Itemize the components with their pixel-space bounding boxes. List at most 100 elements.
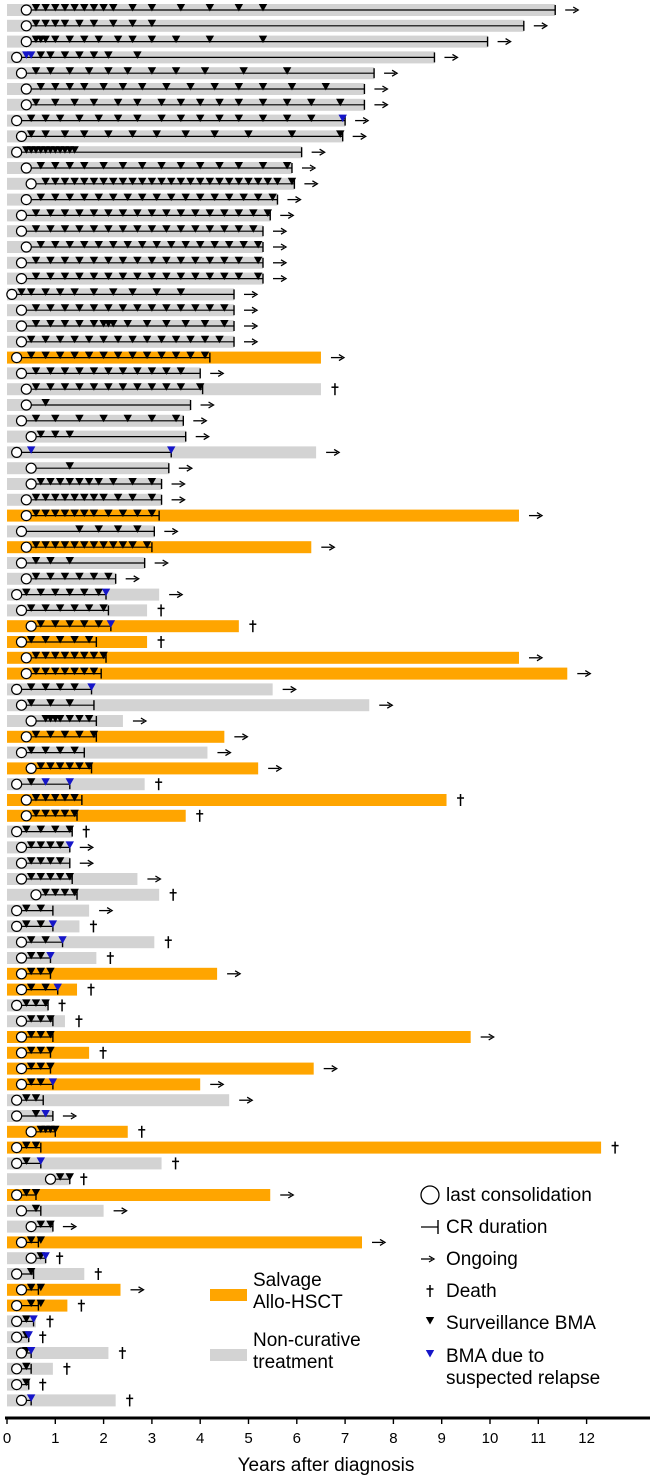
ongoing-arrow bbox=[304, 180, 319, 188]
surveillance-bma-marker bbox=[171, 351, 181, 360]
patient-row bbox=[7, 478, 186, 490]
surveillance-bma-marker bbox=[70, 794, 79, 802]
surveillance-bma-marker bbox=[46, 841, 55, 849]
surveillance-bma-marker bbox=[46, 209, 55, 217]
suspected-relapse-bma-marker bbox=[58, 936, 67, 944]
surveillance-bma-marker bbox=[118, 256, 128, 265]
surveillance-bma-marker bbox=[176, 225, 186, 233]
surveillance-bma-marker bbox=[186, 351, 195, 360]
last-consolidation-marker bbox=[11, 588, 23, 601]
ongoing-arrow bbox=[533, 22, 549, 30]
suspected-relapse-bma-marker bbox=[65, 778, 74, 786]
last-consolidation-marker bbox=[11, 825, 23, 838]
surveillance-bma-marker bbox=[113, 525, 123, 533]
surveillance-bma-marker bbox=[75, 225, 84, 233]
surveillance-bma-marker bbox=[210, 130, 219, 138]
surveillance-bma-marker bbox=[128, 4, 137, 12]
patient-row bbox=[7, 936, 172, 949]
surveillance-bma-marker bbox=[109, 241, 118, 249]
surveillance-bma-marker bbox=[220, 256, 229, 265]
death-marker bbox=[164, 936, 172, 949]
surveillance-bma-marker bbox=[220, 272, 229, 281]
suspected-relapse-bma-marker bbox=[24, 1331, 33, 1339]
surveillance-bma-marker bbox=[46, 383, 55, 391]
surveillance-bma-marker bbox=[65, 430, 74, 439]
surveillance-bma-marker bbox=[191, 225, 200, 233]
surveillance-bma-marker bbox=[239, 193, 248, 202]
salvage-bar bbox=[7, 509, 519, 522]
patient-row bbox=[6, 288, 259, 301]
surveillance-bma-marker bbox=[31, 256, 41, 265]
surveillance-bma-marker bbox=[26, 699, 36, 707]
surveillance-bma-marker bbox=[65, 1173, 74, 1181]
x-tick-label: 12 bbox=[578, 1430, 595, 1447]
surveillance-bma-marker bbox=[80, 541, 89, 549]
surveillance-bma-marker bbox=[205, 272, 215, 281]
surveillance-bma-marker bbox=[36, 1046, 46, 1055]
surveillance-bma-marker bbox=[46, 1015, 55, 1023]
surveillance-bma-marker bbox=[31, 809, 41, 818]
surveillance-bma-marker bbox=[55, 683, 65, 691]
surveillance-bma-marker bbox=[118, 272, 128, 281]
surveillance-bma-marker bbox=[36, 920, 46, 928]
surveillance-bma-marker bbox=[31, 667, 41, 676]
ongoing-arrow bbox=[154, 559, 169, 567]
surveillance-bma-marker bbox=[162, 367, 171, 375]
death-marker bbox=[75, 1015, 83, 1028]
surveillance-bma-marker bbox=[55, 478, 65, 486]
patient-row bbox=[7, 177, 319, 190]
surveillance-bma-marker bbox=[147, 4, 157, 12]
patient-row bbox=[7, 241, 288, 253]
last-consolidation-marker bbox=[11, 1141, 23, 1154]
last-consolidation-marker bbox=[25, 478, 37, 490]
surveillance-bma-marker bbox=[104, 383, 113, 391]
death-marker bbox=[155, 778, 163, 791]
surveillance-bma-marker bbox=[128, 288, 137, 296]
legend-label: Allo-HSCT bbox=[253, 1292, 343, 1313]
surveillance-bma-marker bbox=[41, 936, 50, 944]
last-consolidation-marker bbox=[15, 367, 28, 379]
surveillance-bma-marker bbox=[46, 67, 55, 75]
surveillance-bma-marker bbox=[258, 83, 268, 91]
patient-row bbox=[7, 209, 295, 222]
surveillance-bma-marker bbox=[22, 1141, 31, 1150]
last-consolidation-marker bbox=[20, 20, 32, 32]
x-tick-label: 7 bbox=[341, 1430, 349, 1447]
surveillance-bma-marker bbox=[157, 351, 166, 360]
surveillance-bma-marker bbox=[46, 1046, 55, 1055]
surveillance-bma-marker bbox=[70, 636, 79, 644]
surveillance-bma-marker bbox=[70, 493, 79, 502]
surveillance-bma-marker bbox=[55, 715, 65, 723]
surveillance-bma-marker bbox=[75, 367, 84, 375]
surveillance-bma-marker bbox=[26, 841, 36, 849]
patient-row bbox=[7, 1046, 107, 1059]
surveillance-bma-marker bbox=[36, 873, 46, 881]
surveillance-bma-marker bbox=[109, 541, 118, 549]
surveillance-bma-marker bbox=[60, 794, 70, 802]
surveillance-bma-marker bbox=[31, 794, 41, 802]
surveillance-bma-marker bbox=[138, 83, 147, 91]
x-tick-label: 5 bbox=[244, 1430, 252, 1447]
surveillance-bma-marker bbox=[104, 130, 113, 138]
death-marker bbox=[157, 636, 165, 648]
surveillance-bma-marker bbox=[65, 67, 74, 75]
surveillance-bma-marker bbox=[133, 51, 142, 59]
patient-row bbox=[7, 1268, 102, 1280]
legend-triangle-icon bbox=[425, 1317, 435, 1325]
surveillance-bma-marker bbox=[147, 67, 157, 75]
ongoing-arrow bbox=[178, 464, 194, 472]
patient-row bbox=[7, 557, 169, 569]
death-marker bbox=[169, 888, 177, 901]
death-marker bbox=[56, 1252, 64, 1265]
surveillance-bma-marker bbox=[41, 19, 50, 28]
surveillance-bma-marker bbox=[65, 162, 74, 170]
last-consolidation-marker bbox=[20, 810, 32, 822]
legend-cr-icon bbox=[421, 1220, 439, 1234]
surveillance-bma-marker bbox=[60, 272, 70, 281]
last-consolidation-marker bbox=[25, 462, 37, 474]
surveillance-bma-marker bbox=[75, 525, 84, 533]
surveillance-bma-marker bbox=[89, 177, 99, 186]
surveillance-bma-marker bbox=[94, 620, 103, 628]
surveillance-bma-marker bbox=[41, 794, 50, 802]
last-consolidation-marker bbox=[15, 1031, 28, 1043]
